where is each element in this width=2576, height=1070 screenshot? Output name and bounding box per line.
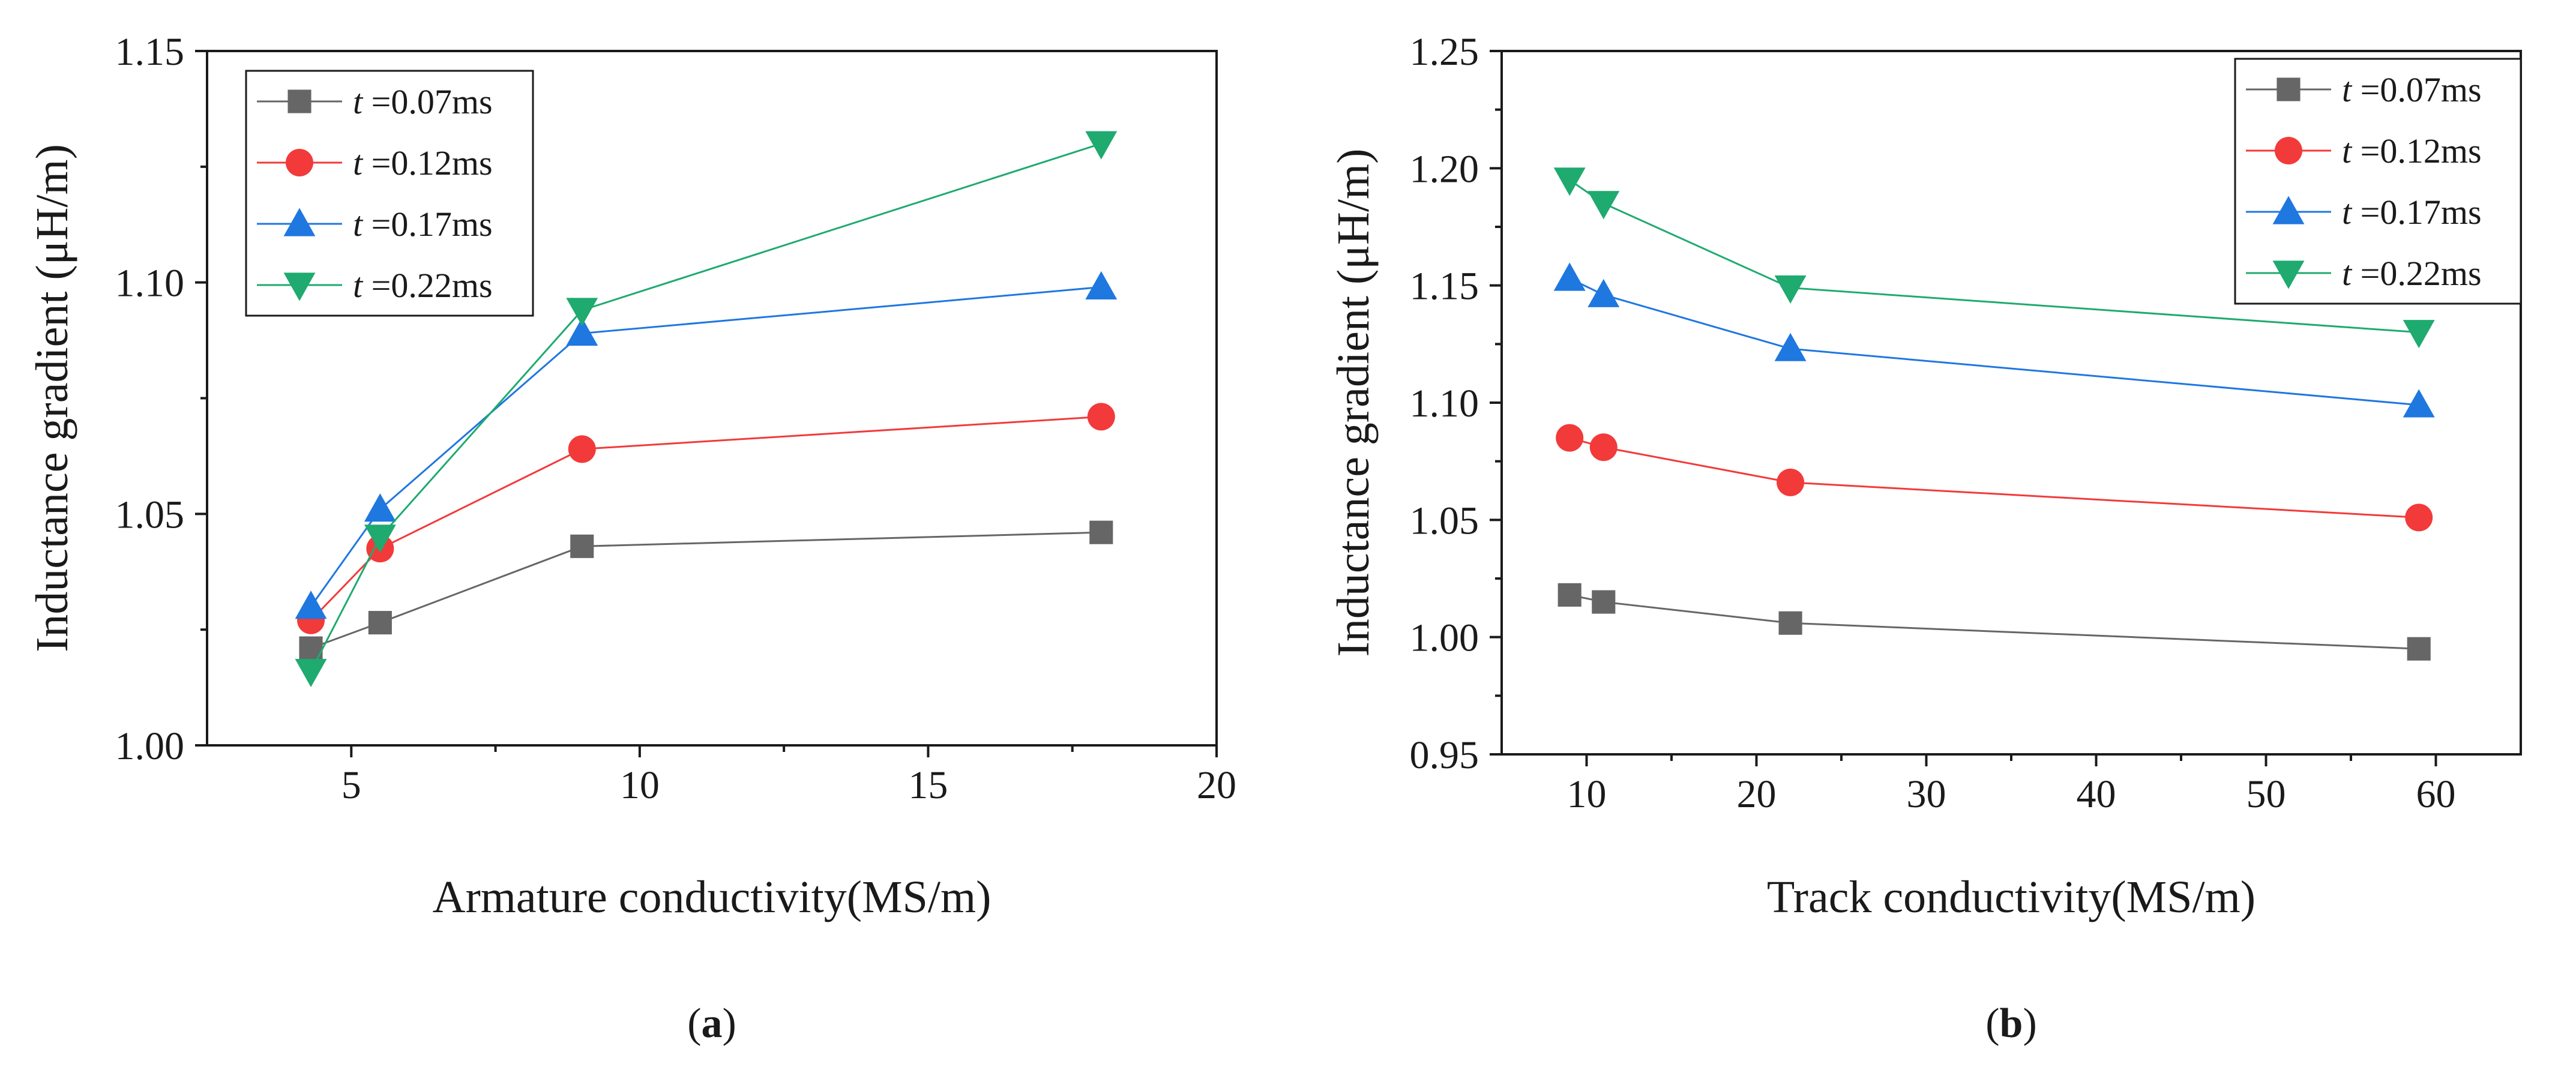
series-line [310,531,1101,649]
legend-marker [2272,196,2305,224]
data-point [1778,611,1802,635]
y-tick-label: 1.05 [115,493,185,537]
x-tick-label: 20 [1197,763,1236,807]
x-tick-label: 5 [342,763,361,807]
series-line [310,415,1101,621]
y-axis-title: Inductance gradient (μH/m) [1328,149,1379,657]
data-point [364,493,396,522]
panel-label: (a) [687,1000,736,1047]
data-point [295,591,327,619]
series-line [1569,179,2419,334]
data-point [1085,271,1118,300]
data-point [1553,167,1586,196]
data-point [1777,468,1805,496]
series-line [1569,277,2419,406]
data-point [1087,403,1115,431]
x-axis-title: Armature conductivity(MS/m) [433,872,992,922]
y-tick-label: 1.00 [115,724,185,768]
legend-marker [287,89,311,113]
y-tick-label: 1.15 [115,30,185,74]
data-point [364,524,396,553]
legend-entry-label: t =0.07ms [353,82,493,121]
data-point [295,658,327,688]
data-point [2405,503,2433,532]
series-line [1569,437,2419,518]
data-point [1085,131,1118,160]
data-point [1589,433,1618,461]
data-point [568,435,596,463]
x-axis-title: Track conductivity(MS/m) [1767,872,2256,922]
data-point [1557,583,1581,607]
y-tick-label: 1.10 [115,262,185,305]
legend-marker [2275,137,2302,164]
data-point [1587,191,1620,220]
x-tick-label: 40 [2077,772,2116,816]
data-point [1089,520,1113,544]
y-tick-label: 0.95 [1410,733,1479,777]
legend-marker [286,149,313,176]
legend-marker [2272,260,2305,289]
x-tick-label: 30 [1907,772,1946,816]
data-point [1774,275,1807,304]
panel-a-chart: 5 10 15 20 1.00 1.05 1.10 1.15 Armature conducti… [27,30,1236,1047]
x-tick-label: 60 [2416,772,2456,816]
y-axis-title: Inductance gradient (μH/m) [27,144,77,652]
panel-b-chart: 10 20 30 40 50 60 0.95 1.00 1.05 1.10 1.15 1.20 1.25… [1328,30,2522,1047]
y-tick-label: 1.00 [1410,616,1479,660]
y-tick-label: 1.25 [1410,30,1479,74]
data-point [2403,389,2435,418]
data-point [1774,332,1807,361]
x-tick-label: 10 [1567,772,1607,816]
x-tick-label: 10 [620,763,660,807]
data-point [1556,424,1584,452]
y-tick-label: 1.10 [1410,382,1479,425]
x-tick-label: 15 [908,763,948,807]
legend-marker [2277,77,2301,101]
legend-entry-label: t =0.17ms [2342,193,2482,232]
data-point [2403,320,2435,349]
series-line [310,142,1102,672]
series-line [310,286,1101,607]
x-tick-label: 50 [2246,772,2286,816]
y-tick-label: 1.20 [1410,147,1479,191]
legend: t =0.07ms t =0.12ms t =0.17ms t =0.22ms [245,70,534,317]
panel-label: (b) [1985,1000,2037,1047]
legend-marker [283,208,316,236]
data-point [1587,278,1620,307]
data-point [1592,590,1616,614]
legend-entry-label: t =0.07ms [2342,70,2482,109]
series-line [1569,594,2419,650]
data-point [570,534,594,558]
legend-entry-label: t =0.22ms [353,266,493,305]
legend-entry-label: t =0.17ms [353,205,493,244]
data-point [1553,262,1586,291]
legend-entry-label: t =0.12ms [353,143,493,182]
data-point [2407,637,2431,661]
y-tick-label: 1.05 [1410,499,1479,543]
legend: t =0.07ms t =0.12ms t =0.17ms t =0.22ms [2234,58,2522,305]
y-tick-label: 1.15 [1410,265,1479,308]
legend-marker [283,272,316,301]
x-tick-label: 20 [1737,772,1777,816]
data-point [368,611,392,635]
legend-entry-label: t =0.22ms [2342,254,2482,293]
legend-entry-label: t =0.12ms [2342,131,2482,170]
data-point [566,298,598,326]
data-point [566,317,598,346]
